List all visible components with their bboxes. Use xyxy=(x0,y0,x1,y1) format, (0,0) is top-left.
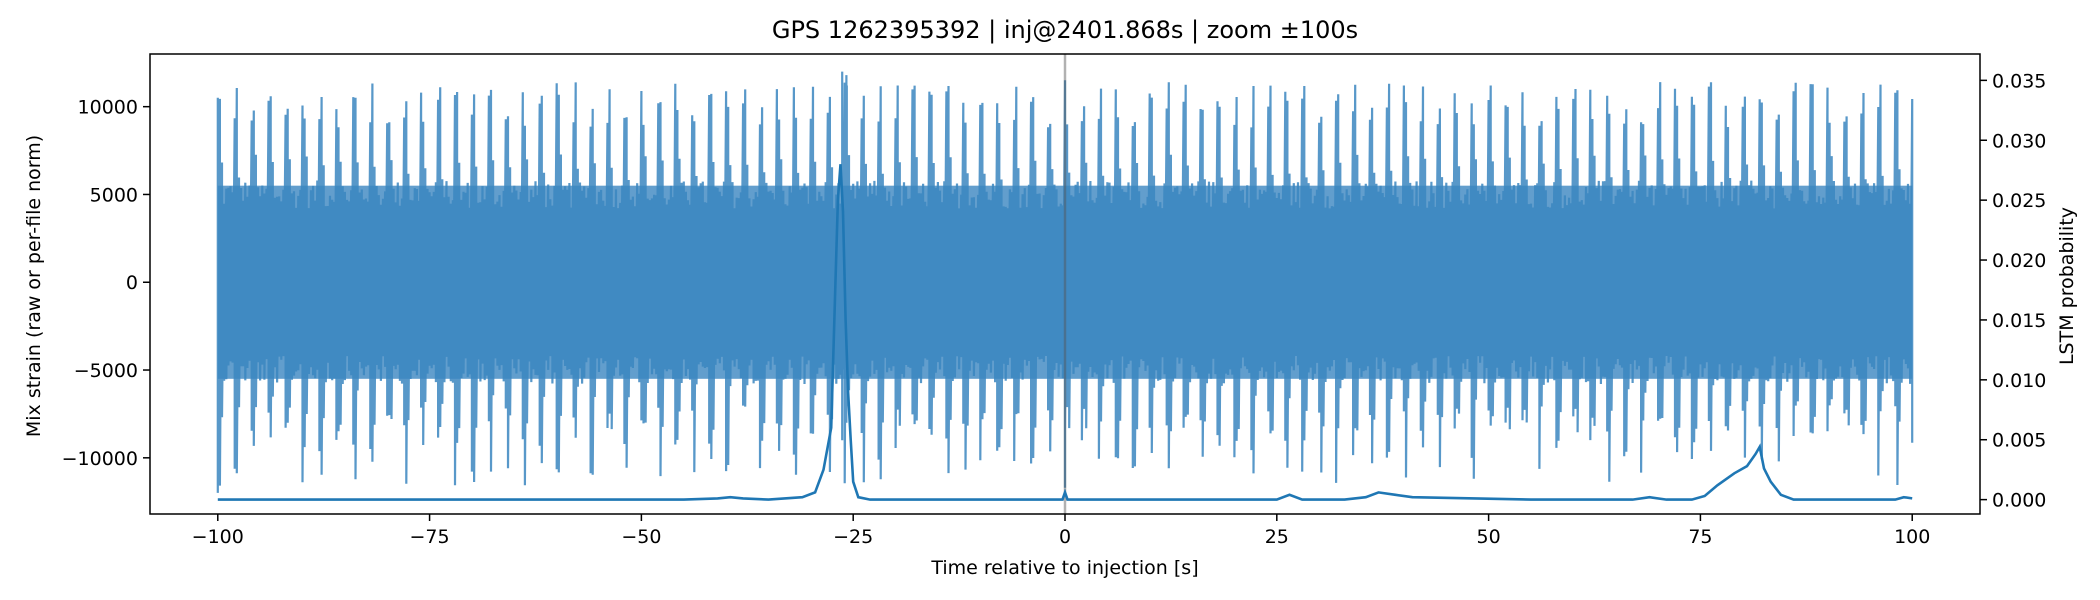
y-right-tick-label: 0.030 xyxy=(1992,130,2046,152)
x-tick-label: −25 xyxy=(833,526,873,548)
x-axis-label: Time relative to injection [s] xyxy=(930,557,1198,579)
y-right-tick-label: 0.035 xyxy=(1992,70,2046,92)
y-right-axis-label: LSTM probability xyxy=(2056,207,2078,365)
plot-area: −100 −75 −50 −25 0 25 50 75 100 −10000 −5000 0 5000 1… xyxy=(62,53,2046,548)
y-left-tick-label: −10000 xyxy=(62,448,138,470)
y-left-tick-label: −5000 xyxy=(74,360,138,382)
strain-series-line xyxy=(216,71,1914,493)
y-left-tick-label: 0 xyxy=(126,272,138,294)
y-right-tick-label: 0.000 xyxy=(1992,490,2046,512)
x-tick-label: 50 xyxy=(1477,526,1501,548)
x-tick-label: 75 xyxy=(1688,526,1712,548)
y-left-tick-label: 5000 xyxy=(90,184,138,206)
x-tick-label: −75 xyxy=(410,526,450,548)
x-tick-label: −50 xyxy=(621,526,661,548)
y-left-axis-label: Mix strain (raw or per-file norm) xyxy=(23,135,45,437)
y-right-tick-label: 0.025 xyxy=(1992,190,2046,212)
x-tick-label: 100 xyxy=(1894,526,1930,548)
y-right-tick-label: 0.010 xyxy=(1992,370,2046,392)
y-right-tick-label: 0.015 xyxy=(1992,310,2046,332)
x-tick-label: 0 xyxy=(1059,526,1071,548)
x-tick-label: 25 xyxy=(1265,526,1289,548)
y-right-tick-label: 0.020 xyxy=(1992,250,2046,272)
x-tick-label: −100 xyxy=(192,526,244,548)
chart-title: GPS 1262395392 | inj@2401.868s | zoom ±1… xyxy=(772,16,1358,44)
lstm-probability-line xyxy=(217,164,1913,501)
y-left-tick-label: 10000 xyxy=(78,97,138,119)
y-right-tick-label: 0.005 xyxy=(1992,430,2046,452)
